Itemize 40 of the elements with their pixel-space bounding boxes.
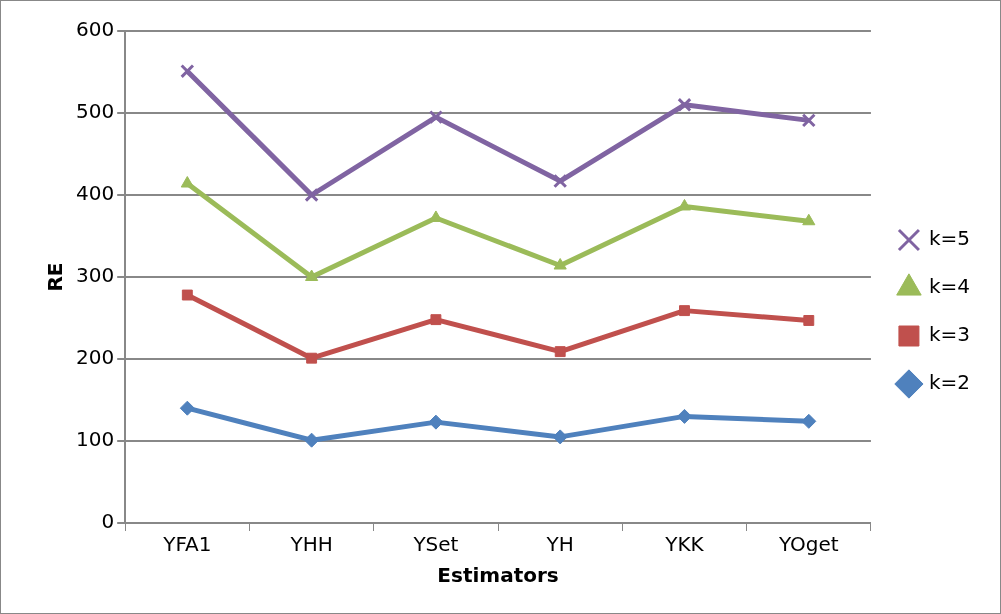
point	[802, 213, 816, 226]
y-tick-label: 300	[75, 263, 115, 288]
point	[181, 289, 193, 301]
point	[801, 413, 817, 429]
point	[180, 176, 194, 188]
point	[428, 414, 444, 430]
point	[553, 258, 567, 270]
y-tick-label: 600	[75, 17, 115, 42]
point	[306, 352, 318, 364]
point	[553, 173, 568, 189]
x-tick-label: YSet	[412, 532, 459, 557]
point	[677, 408, 692, 424]
x-tick-label: YOget	[777, 532, 839, 557]
y-tick-label: 100	[75, 427, 115, 452]
point	[552, 429, 568, 445]
point	[305, 269, 319, 281]
point	[677, 97, 692, 112]
y-tick-label: 0	[101, 509, 115, 534]
point	[430, 314, 442, 326]
point	[180, 64, 195, 79]
point	[803, 315, 815, 326]
x-tick-label: YHH	[289, 532, 333, 557]
y-tick-label: 200	[75, 345, 115, 370]
x-axis-title: Estimators	[437, 563, 559, 588]
x-tick-label: YKK	[664, 532, 705, 557]
legend-label: k=3	[928, 322, 971, 347]
point	[801, 113, 816, 128]
y-tick-label: 500	[75, 99, 115, 124]
point	[179, 400, 195, 416]
point	[428, 109, 444, 125]
point	[554, 346, 566, 358]
x-tick-label: YFA1	[162, 532, 212, 557]
legend-label: k=4	[928, 274, 971, 299]
y-tick-label: 400	[75, 181, 115, 206]
x-tick-label: YH	[545, 532, 574, 557]
y-axis-title: RE	[43, 262, 68, 292]
legend-label: k=5	[928, 226, 971, 251]
point	[679, 305, 690, 317]
point	[304, 187, 319, 203]
legend-label: k=2	[928, 370, 971, 395]
